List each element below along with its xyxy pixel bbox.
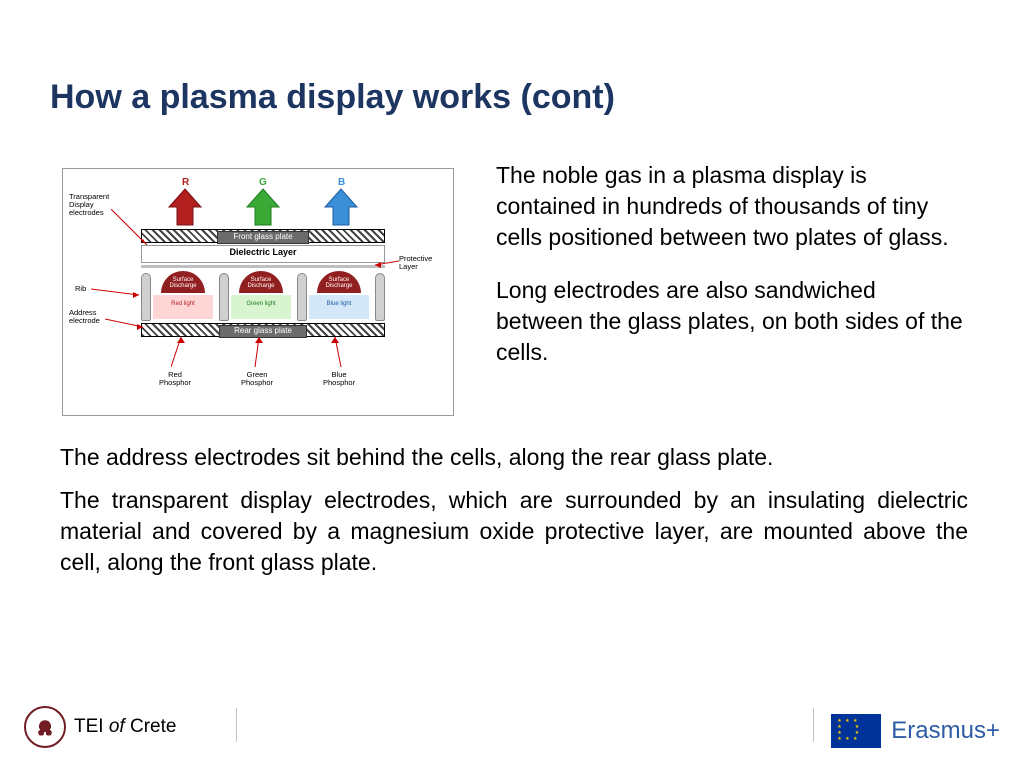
tei-of: of <box>109 716 125 737</box>
tei-prefix: TEI <box>74 716 109 737</box>
cell-body-red: Red light <box>153 295 213 319</box>
arrow-up-blue-icon <box>323 187 359 227</box>
callout-green-phosphor: Green Phosphor <box>241 371 273 387</box>
paragraph-3: The address electrodes sit behind the ce… <box>60 442 968 473</box>
footer-left: TEI of Crete <box>24 706 176 748</box>
paragraph-4: The transparent display electrodes, whic… <box>60 485 968 578</box>
callout-blue-phosphor: Blue Phosphor <box>323 371 355 387</box>
paragraph-1: The noble gas in a plasma display is con… <box>496 160 968 253</box>
callout-red-phosphor: Red Phosphor <box>159 371 191 387</box>
arrow-up-red-icon <box>167 187 203 227</box>
paragraph-2: Long electrodes are also sandwiched betw… <box>496 275 968 368</box>
cell-body-blue: Blue light <box>309 295 369 319</box>
tei-suffix: Crete <box>125 716 177 737</box>
callout-address-electrode: Address electrode <box>69 309 100 325</box>
rib-2 <box>219 273 229 321</box>
protective-layer-line <box>141 265 385 268</box>
callout-line-addr-icon <box>105 317 147 331</box>
footer-divider-left <box>236 708 237 742</box>
rear-glass-label: Rear glass plate <box>219 325 307 338</box>
lower-text-block: The address electrodes sit behind the ce… <box>60 442 968 590</box>
callout-line-greenp-icon <box>253 337 265 371</box>
tei-seal-icon <box>24 706 66 748</box>
erasmus-label: Erasmus+ <box>891 717 1000 745</box>
callout-transparent-electrodes: Transparent Display electrodes <box>69 193 109 217</box>
rib-3 <box>297 273 307 321</box>
cell-dome-green: Surface Discharge <box>239 271 283 293</box>
slide-title: How a plasma display works (cont) <box>50 78 615 117</box>
dielectric-label: Dielectric Layer <box>211 247 315 257</box>
callout-line-prot-icon <box>373 259 401 269</box>
front-glass-label: Front glass plate <box>217 231 309 244</box>
callout-line-icon <box>111 209 151 249</box>
tei-crete-label: TEI of Crete <box>74 716 176 738</box>
footer-divider-right <box>813 708 814 742</box>
cell-dome-red: Surface Discharge <box>161 271 205 293</box>
footer: TEI of Crete Erasmus+ <box>0 698 1024 748</box>
plasma-diagram: R G B Front glass plate Dielectric Layer… <box>62 168 454 416</box>
callout-line-bluep-icon <box>331 337 347 371</box>
cell-dome-blue: Surface Discharge <box>317 271 361 293</box>
cell-body-green: Green light <box>231 295 291 319</box>
callout-protective-layer: Protective Layer <box>399 255 432 271</box>
rib-4 <box>375 273 385 321</box>
callout-line-rib-icon <box>91 287 143 299</box>
eu-flag-icon <box>831 714 881 748</box>
callout-rib: Rib <box>75 285 86 293</box>
callout-line-redp-icon <box>171 337 191 371</box>
arrow-up-green-icon <box>245 187 281 227</box>
footer-right: Erasmus+ <box>831 714 1000 748</box>
right-text-block: The noble gas in a plasma display is con… <box>496 160 968 390</box>
